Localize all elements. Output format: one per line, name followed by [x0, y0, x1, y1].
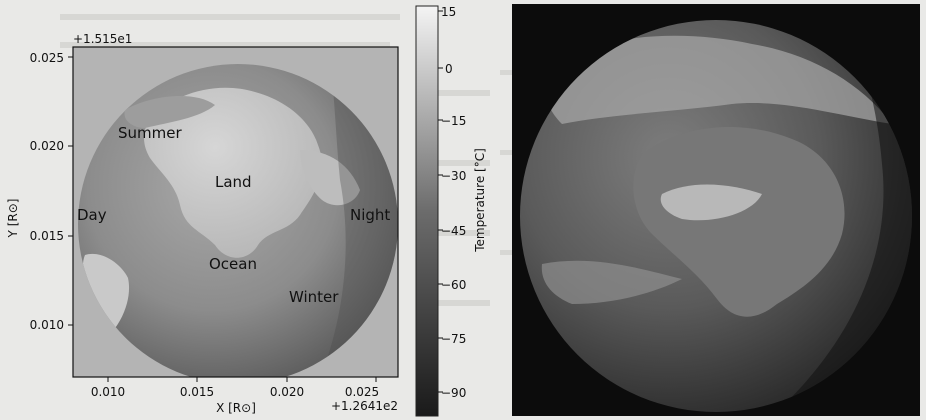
colorbar-tick-neg60: −60: [441, 278, 466, 292]
x-tick-label-1: 0.010: [91, 385, 125, 399]
y-tick-label-4: 0.025: [30, 51, 64, 65]
y-tick-label-3: 0.020: [30, 139, 64, 153]
land-arabia: [300, 150, 360, 206]
land-africa-europe: [144, 87, 322, 258]
annotation-ocean: Ocean: [209, 255, 257, 273]
colorbar-tick-neg45: −45: [441, 224, 466, 238]
earth-clouds-north: [545, 35, 892, 124]
earth-africa: [633, 127, 845, 317]
colorbar-label: Temperature [°C]: [473, 148, 487, 253]
x-ticks: [107, 377, 377, 382]
x-tick-label-4: 0.025: [345, 385, 379, 399]
x-axis-label: X [R⊙]: [216, 401, 256, 415]
satellite-earth-image: [512, 4, 920, 416]
colorbar-gradient: [415, 5, 439, 417]
land-south-america: [82, 253, 130, 332]
annotation-night: Night: [350, 206, 390, 224]
x-tick-label-2: 0.015: [180, 385, 214, 399]
annotation-day: Day: [77, 206, 107, 224]
annotation-land: Land: [215, 173, 252, 191]
land-europe-north: [124, 95, 215, 128]
colorbar-tick-neg90: −90: [441, 386, 466, 400]
y-offset-label: +1.515e1: [73, 32, 132, 46]
temperature-globe-plot: 0.010 0.015 0.020 0.025 0.010 0.015 0.02…: [6, 32, 399, 415]
colorbar-tick-neg15: −15: [441, 114, 466, 128]
x-tick-label-3: 0.020: [270, 385, 304, 399]
earth-clouds-sahara: [660, 184, 762, 221]
colorbar-ticks: [438, 10, 443, 393]
colorbar-tick-neg30: −30: [441, 169, 466, 183]
y-tick-label-1: 0.010: [30, 318, 64, 332]
y-tick-label-2: 0.015: [30, 229, 64, 243]
colorbar-tick-15: 15: [441, 5, 456, 19]
colorbar-tick-0: 0: [445, 62, 453, 76]
axes-frame: [72, 46, 399, 378]
earth-clouds-south: [541, 260, 682, 304]
y-axis-label: Y [R⊙]: [6, 199, 20, 239]
x-offset-label: +1.2641e2: [331, 399, 398, 413]
temperature-colorbar: 15 0 −15 −30 −45 −60 −75 −90 Temperature…: [415, 5, 487, 417]
annotation-summer: Summer: [118, 124, 182, 142]
annotation-winter: Winter: [289, 288, 339, 306]
colorbar-tick-neg75: −75: [441, 332, 466, 346]
y-ticks: [68, 56, 73, 326]
